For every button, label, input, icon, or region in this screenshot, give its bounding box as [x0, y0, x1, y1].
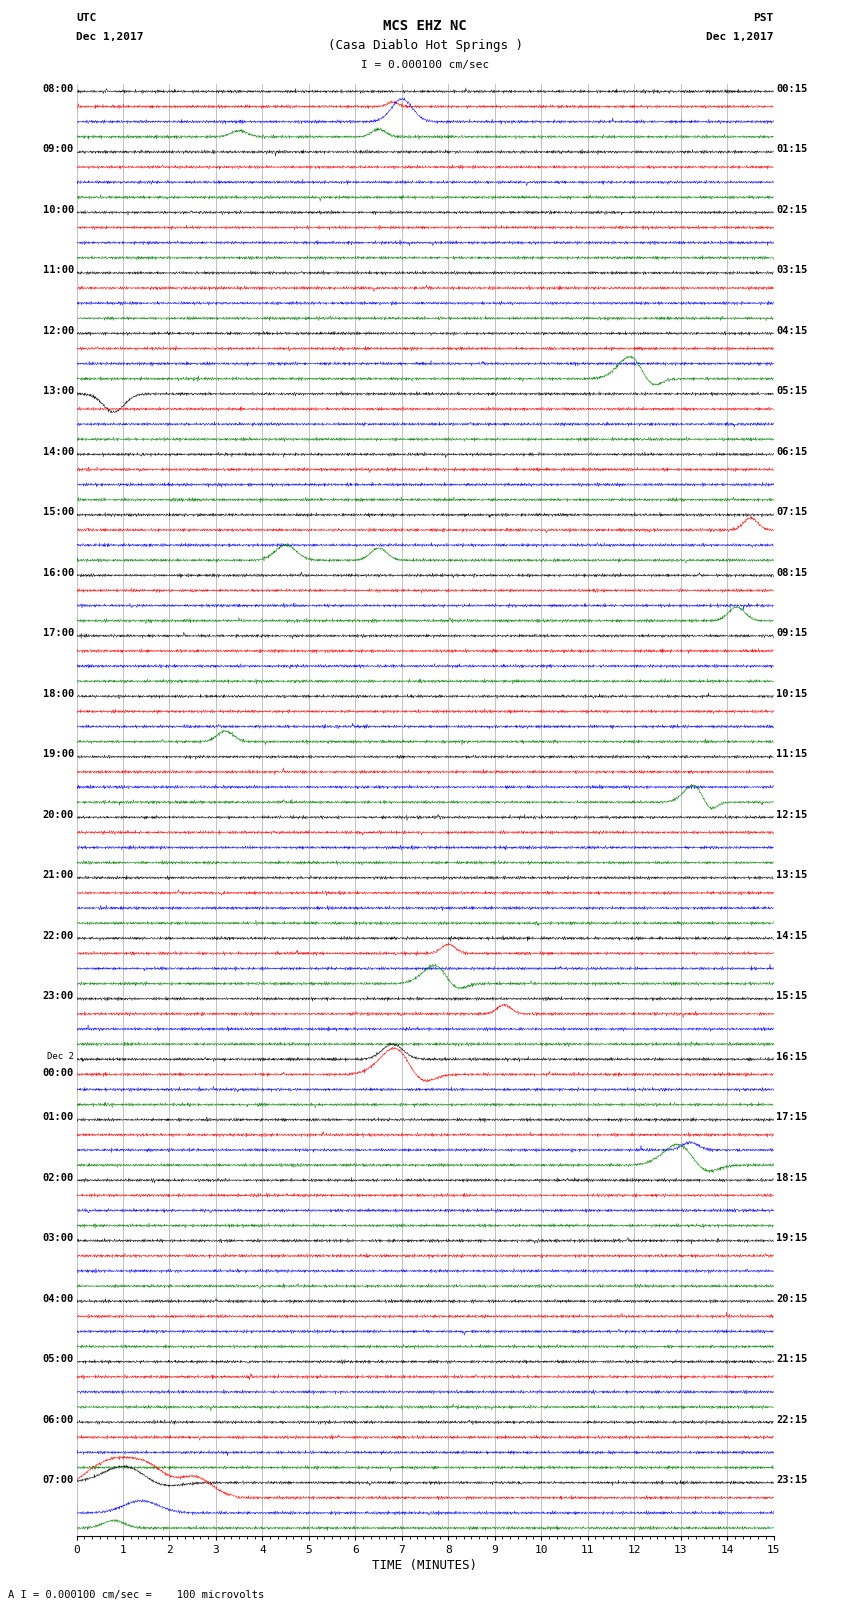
- Text: Dec 1,2017: Dec 1,2017: [706, 32, 774, 42]
- Text: 12:00: 12:00: [42, 326, 74, 336]
- Text: 07:00: 07:00: [42, 1474, 74, 1486]
- Text: 16:00: 16:00: [42, 568, 74, 577]
- Text: 04:15: 04:15: [776, 326, 808, 336]
- Text: 22:15: 22:15: [776, 1415, 808, 1424]
- Text: 21:00: 21:00: [42, 871, 74, 881]
- Text: PST: PST: [753, 13, 774, 23]
- Text: MCS EHZ NC: MCS EHZ NC: [383, 19, 467, 34]
- Text: 17:15: 17:15: [776, 1113, 808, 1123]
- Text: I = 0.000100 cm/sec: I = 0.000100 cm/sec: [361, 60, 489, 69]
- Text: 01:15: 01:15: [776, 145, 808, 155]
- Text: 00:15: 00:15: [776, 84, 808, 94]
- Text: 06:15: 06:15: [776, 447, 808, 456]
- Text: 11:15: 11:15: [776, 748, 808, 760]
- X-axis label: TIME (MINUTES): TIME (MINUTES): [372, 1558, 478, 1571]
- Text: 02:00: 02:00: [42, 1173, 74, 1182]
- Text: 14:00: 14:00: [42, 447, 74, 456]
- Text: 21:15: 21:15: [776, 1355, 808, 1365]
- Text: 13:00: 13:00: [42, 387, 74, 397]
- Text: A I = 0.000100 cm/sec =    100 microvolts: A I = 0.000100 cm/sec = 100 microvolts: [8, 1590, 264, 1600]
- Text: 15:00: 15:00: [42, 508, 74, 518]
- Text: 05:15: 05:15: [776, 387, 808, 397]
- Text: 05:00: 05:00: [42, 1355, 74, 1365]
- Text: 19:00: 19:00: [42, 748, 74, 760]
- Text: 09:00: 09:00: [42, 145, 74, 155]
- Text: 02:15: 02:15: [776, 205, 808, 215]
- Text: 09:15: 09:15: [776, 627, 808, 639]
- Text: 04:00: 04:00: [42, 1294, 74, 1303]
- Text: 15:15: 15:15: [776, 990, 808, 1002]
- Text: (Casa Diablo Hot Springs ): (Casa Diablo Hot Springs ): [327, 39, 523, 52]
- Text: 10:00: 10:00: [42, 205, 74, 215]
- Text: 00:00: 00:00: [42, 1068, 74, 1077]
- Text: 22:00: 22:00: [42, 931, 74, 940]
- Text: 17:00: 17:00: [42, 627, 74, 639]
- Text: 18:00: 18:00: [42, 689, 74, 698]
- Text: 01:00: 01:00: [42, 1113, 74, 1123]
- Text: 18:15: 18:15: [776, 1173, 808, 1182]
- Text: Dec 2: Dec 2: [47, 1052, 74, 1061]
- Text: 11:00: 11:00: [42, 266, 74, 276]
- Text: 03:00: 03:00: [42, 1232, 74, 1244]
- Text: 20:15: 20:15: [776, 1294, 808, 1303]
- Text: 14:15: 14:15: [776, 931, 808, 940]
- Text: 07:15: 07:15: [776, 508, 808, 518]
- Text: 08:15: 08:15: [776, 568, 808, 577]
- Text: UTC: UTC: [76, 13, 97, 23]
- Text: 08:00: 08:00: [42, 84, 74, 94]
- Text: 23:00: 23:00: [42, 990, 74, 1002]
- Text: 19:15: 19:15: [776, 1232, 808, 1244]
- Text: 03:15: 03:15: [776, 266, 808, 276]
- Text: Dec 1,2017: Dec 1,2017: [76, 32, 144, 42]
- Text: 10:15: 10:15: [776, 689, 808, 698]
- Text: 12:15: 12:15: [776, 810, 808, 819]
- Text: 13:15: 13:15: [776, 871, 808, 881]
- Text: 16:15: 16:15: [776, 1052, 808, 1061]
- Text: 20:00: 20:00: [42, 810, 74, 819]
- Text: 06:00: 06:00: [42, 1415, 74, 1424]
- Text: 23:15: 23:15: [776, 1474, 808, 1486]
